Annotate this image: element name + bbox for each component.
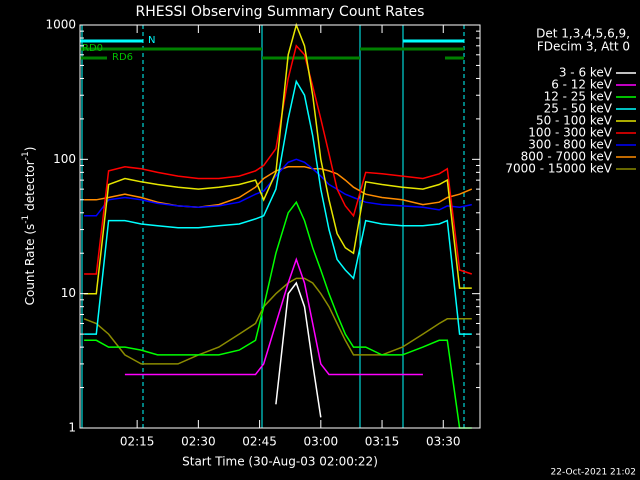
x-tick-label: 03:30 bbox=[426, 435, 461, 449]
series-line bbox=[84, 44, 473, 275]
y-tick-label: 1000 bbox=[45, 18, 76, 32]
flag-label: N bbox=[148, 35, 155, 46]
legend-label: 50 - 100 keV bbox=[536, 114, 613, 128]
y-tick-label: 10 bbox=[61, 286, 76, 300]
info-text: FDecim 3, Att 0 bbox=[537, 40, 630, 54]
legend-label: 25 - 50 keV bbox=[544, 102, 613, 116]
series-line bbox=[84, 166, 473, 208]
x-tick-label: 02:15 bbox=[120, 435, 155, 449]
y-tick-label: 1 bbox=[68, 421, 76, 435]
legend-label: 800 - 7000 keV bbox=[521, 150, 613, 164]
x-axis-label: Start Time (30-Aug-03 02:00:22) bbox=[182, 455, 378, 469]
footer: 22-Oct-2021 21:02 bbox=[551, 468, 636, 478]
legend-label: 100 - 300 keV bbox=[528, 126, 612, 140]
series-line bbox=[84, 200, 472, 429]
series-line bbox=[84, 22, 472, 295]
x-tick-label: 03:15 bbox=[365, 435, 400, 449]
y-axis-label: Count Rate (s-1 detector-1) bbox=[21, 147, 37, 306]
x-tick-label: 02:30 bbox=[181, 435, 216, 449]
plot-frame bbox=[79, 24, 481, 429]
legend-label: 6 - 12 keV bbox=[551, 78, 613, 92]
series-line bbox=[84, 79, 472, 335]
series-line bbox=[83, 277, 472, 365]
series-line bbox=[275, 281, 322, 418]
y-tick-label: 100 bbox=[53, 152, 76, 166]
legend-label: 300 - 800 keV bbox=[528, 138, 612, 152]
x-tick-label: 02:45 bbox=[242, 435, 277, 449]
chart-title: RHESSI Observing Summary Count Rates bbox=[136, 4, 425, 20]
series-line bbox=[84, 158, 472, 217]
series-line bbox=[124, 257, 423, 376]
legend-label: 7000 - 15000 keV bbox=[505, 162, 612, 176]
x-tick-label: 03:00 bbox=[304, 435, 339, 449]
state-markers bbox=[80, 25, 465, 428]
legend-label: 3 - 6 keV bbox=[559, 66, 613, 80]
series-lines bbox=[83, 22, 473, 429]
flag-label: RD0 bbox=[82, 43, 103, 54]
info-text: Det 1,3,4,5,6,9, bbox=[536, 27, 630, 41]
legend-label: 12 - 25 keV bbox=[544, 90, 613, 104]
flag-label: RD6 bbox=[112, 52, 133, 63]
